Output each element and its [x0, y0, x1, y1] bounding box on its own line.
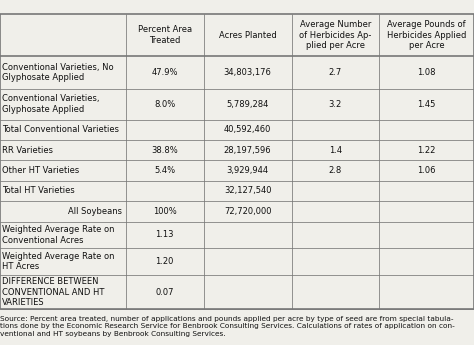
Text: 3,929,944: 3,929,944: [227, 166, 269, 175]
Text: Acres Planted: Acres Planted: [219, 31, 276, 40]
Text: 2.7: 2.7: [329, 68, 342, 77]
Text: 72,720,000: 72,720,000: [224, 207, 272, 216]
Text: Other HT Varieties: Other HT Varieties: [2, 166, 80, 175]
Text: 1.08: 1.08: [417, 68, 436, 77]
Text: Total Conventional Varieties: Total Conventional Varieties: [2, 125, 119, 134]
Text: Percent Area
Treated: Percent Area Treated: [137, 25, 192, 45]
Text: Average Pounds of
Herbicides Applied
per Acre: Average Pounds of Herbicides Applied per…: [387, 20, 466, 50]
Text: DIFFERENCE BETWEEN
CONVENTIONAL AND HT
VARIETIES: DIFFERENCE BETWEEN CONVENTIONAL AND HT V…: [2, 277, 105, 307]
Text: 1.22: 1.22: [418, 146, 436, 155]
Text: Conventional Varieties,
Glyphosate Applied: Conventional Varieties, Glyphosate Appli…: [2, 94, 100, 114]
Text: 100%: 100%: [153, 207, 177, 216]
Text: Conventional Varieties, No
Glyphosate Applied: Conventional Varieties, No Glyphosate Ap…: [2, 63, 114, 82]
Text: Weighted Average Rate on
HT Acres: Weighted Average Rate on HT Acres: [2, 252, 115, 272]
Text: 1.13: 1.13: [155, 230, 174, 239]
Text: 32,127,540: 32,127,540: [224, 186, 272, 195]
Text: 1.4: 1.4: [329, 146, 342, 155]
Text: 1.20: 1.20: [155, 257, 174, 266]
Text: Weighted Average Rate on
Conventional Acres: Weighted Average Rate on Conventional Ac…: [2, 225, 115, 245]
Text: Total HT Varieties: Total HT Varieties: [2, 186, 75, 195]
Text: Source: Percent area treated, number of applications and pounds applied per acre: Source: Percent area treated, number of …: [0, 316, 455, 337]
Text: 47.9%: 47.9%: [152, 68, 178, 77]
Text: 8.0%: 8.0%: [154, 100, 175, 109]
Text: 1.45: 1.45: [418, 100, 436, 109]
Text: Average Number
of Herbicides Ap-
plied per Acre: Average Number of Herbicides Ap- plied p…: [299, 20, 372, 50]
Text: All Soybeans: All Soybeans: [68, 207, 122, 216]
Text: 38.8%: 38.8%: [151, 146, 178, 155]
Text: 28,197,596: 28,197,596: [224, 146, 272, 155]
Text: 5.4%: 5.4%: [154, 166, 175, 175]
Text: 5,789,284: 5,789,284: [227, 100, 269, 109]
Text: 0.07: 0.07: [155, 288, 174, 297]
Text: 2.8: 2.8: [329, 166, 342, 175]
Text: 40,592,460: 40,592,460: [224, 125, 271, 134]
Text: 34,803,176: 34,803,176: [224, 68, 272, 77]
Text: 3.2: 3.2: [329, 100, 342, 109]
Text: RR Varieties: RR Varieties: [2, 146, 54, 155]
Text: 1.06: 1.06: [417, 166, 436, 175]
